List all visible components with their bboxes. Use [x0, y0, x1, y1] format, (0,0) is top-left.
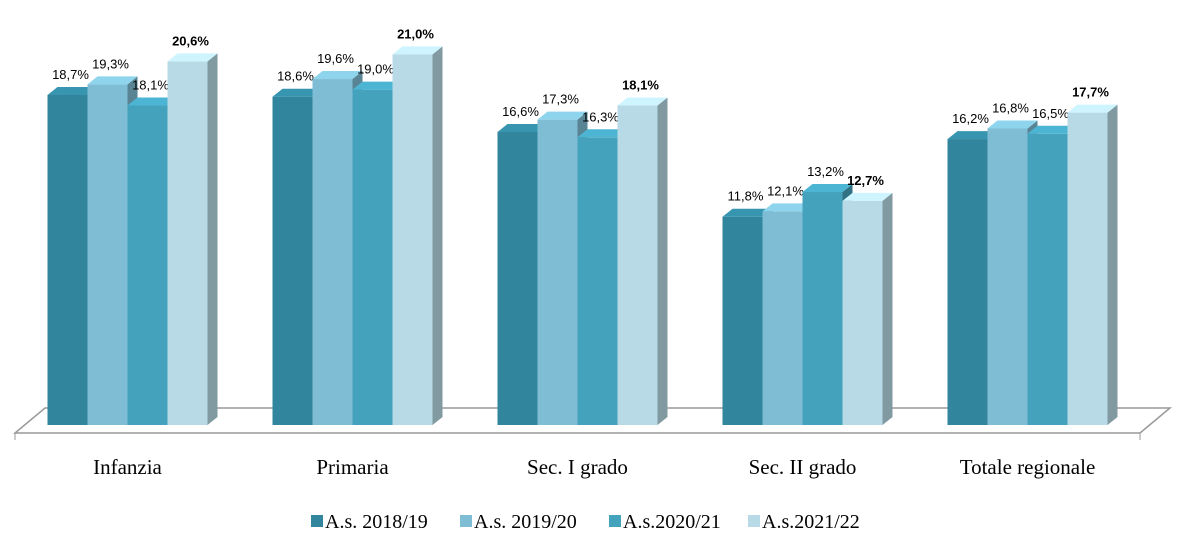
bar [497, 132, 538, 425]
bar-top [167, 53, 218, 62]
legend-swatch [311, 515, 323, 527]
bar-side [657, 97, 668, 425]
bar [842, 200, 883, 425]
x-tick-label: Sec. II grado [749, 455, 857, 479]
data-label: 17,3% [542, 92, 579, 107]
x-tick-label: Sec. I grado [527, 455, 628, 479]
bar-top [722, 208, 773, 217]
bar [272, 96, 313, 426]
bar-top [1027, 125, 1078, 134]
bar-top [497, 124, 548, 133]
bar-top [392, 46, 443, 55]
bar [1067, 112, 1108, 425]
x-tick-label: Totale regionale [960, 455, 1096, 479]
bar-top [617, 97, 668, 106]
bar-top [312, 71, 363, 80]
data-label: 11,8% [728, 189, 764, 204]
data-label: 16,2% [952, 111, 989, 126]
x-tick-label: Infanzia [93, 455, 162, 479]
bar [47, 94, 88, 425]
legend-label: A.s. 2018/19 [325, 511, 428, 533]
data-label: 18,1% [132, 78, 169, 93]
bar [127, 105, 168, 425]
bar [87, 84, 128, 425]
bar-top [127, 97, 178, 106]
x-tick-label: Primaria [316, 455, 389, 479]
data-label: 18,6% [277, 69, 314, 84]
data-label: 17,7% [1072, 85, 1109, 100]
bar-top [272, 88, 323, 97]
bar-side [882, 192, 893, 425]
bar [167, 61, 208, 425]
data-label: 19,6% [317, 51, 354, 66]
bar-top [577, 129, 628, 138]
data-label: 16,5% [1032, 106, 1069, 121]
bar [312, 79, 353, 425]
data-label: 12,1% [767, 183, 804, 198]
bar [617, 105, 658, 425]
bar-top [537, 111, 588, 120]
bar [762, 211, 803, 425]
bar [1027, 133, 1068, 425]
legend-label: A.s.2021/22 [762, 511, 860, 533]
data-label: 12,7% [847, 173, 884, 188]
data-label: 19,3% [92, 56, 129, 71]
bar-side [432, 46, 443, 425]
legend-label: A.s. 2019/20 [474, 511, 577, 533]
data-label: 13,2% [807, 164, 844, 179]
data-label: 20,6% [172, 33, 209, 48]
data-label: 19,0% [357, 62, 394, 77]
bar-top [1067, 104, 1118, 113]
bar-top [352, 81, 403, 90]
data-label: 16,6% [502, 104, 539, 119]
bar [947, 139, 988, 425]
bar [802, 192, 843, 425]
bar [392, 54, 433, 425]
data-label: 21,0% [397, 26, 434, 41]
bar-top [762, 203, 813, 212]
bar-top [802, 184, 853, 193]
data-label: 16,8% [992, 100, 1029, 115]
data-label: 16,3% [582, 109, 619, 124]
legend-swatch [609, 515, 621, 527]
data-label: 18,1% [622, 78, 659, 93]
bar [537, 119, 578, 425]
bar-top [47, 86, 98, 95]
legend-swatch [748, 515, 760, 527]
bar-top [987, 120, 1038, 129]
data-label: 18,7% [52, 67, 89, 82]
bar-side [1107, 104, 1118, 425]
bar-top [87, 76, 138, 85]
bar [577, 137, 618, 425]
bar [722, 216, 763, 425]
bar-side [207, 53, 218, 425]
bar-top [842, 192, 893, 201]
bar [352, 89, 393, 426]
bar [987, 128, 1028, 426]
legend-label: A.s.2020/21 [623, 511, 721, 533]
bar-top [947, 131, 998, 140]
legend-swatch [460, 515, 472, 527]
